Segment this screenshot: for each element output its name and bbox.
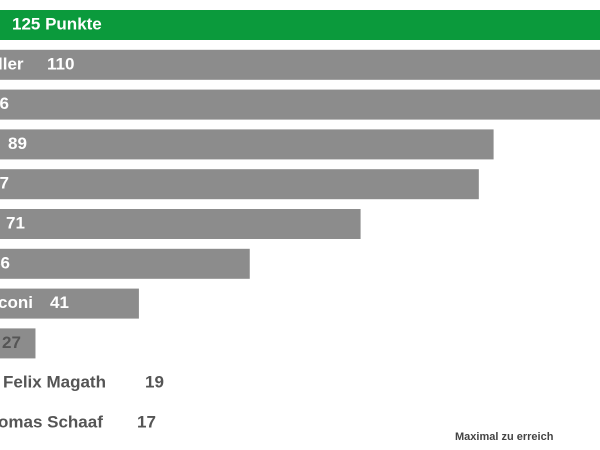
bar [0,248,250,279]
category-label: ller [0,54,24,73]
value-label: 106 [0,94,9,113]
value-label: 89 [8,134,27,153]
bar [0,169,479,200]
value-label: 19 [145,373,164,392]
bar [0,49,600,80]
note: Maximal zu erreich [455,431,554,443]
bar [0,89,600,120]
value-label: 87 [0,174,9,193]
value-label: 27 [2,333,21,352]
bar [0,328,36,359]
category-label: coni [0,293,33,312]
value-label: 56 [0,253,10,272]
value-label: 125 Punkte [12,14,102,33]
value-label: 110 [47,54,74,73]
category-label: omas Schaaf [0,412,103,431]
bar [0,209,361,239]
value-label: 17 [137,412,156,431]
value-label: 71 [6,213,25,232]
bar [0,10,600,40]
bar [0,129,494,160]
bar [0,288,139,319]
category-label: Felix Magath [3,373,106,392]
value-label: 41 [50,293,69,312]
